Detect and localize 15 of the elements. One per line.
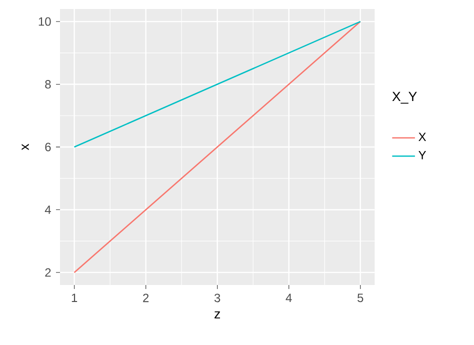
legend-title: X_Y bbox=[392, 92, 417, 104]
y-tick-label: 4 bbox=[44, 206, 51, 214]
x-tick-label: 4 bbox=[286, 294, 292, 302]
y-tick-label: 10 bbox=[38, 17, 51, 26]
x-tick-label: 2 bbox=[143, 294, 149, 302]
x-axis-title: z bbox=[214, 311, 220, 318]
legend-label: Y bbox=[418, 150, 426, 160]
y-tick-label: 2 bbox=[45, 268, 51, 277]
x-tick-label: 1 bbox=[72, 294, 78, 302]
y-tick-label: 8 bbox=[45, 80, 51, 89]
x-tick-label: 5 bbox=[358, 294, 364, 302]
x-tick-label: 3 bbox=[214, 294, 220, 302]
y-axis-title: x bbox=[22, 144, 29, 150]
legend-label: X bbox=[418, 132, 426, 141]
y-tick-label: 6 bbox=[45, 142, 51, 152]
